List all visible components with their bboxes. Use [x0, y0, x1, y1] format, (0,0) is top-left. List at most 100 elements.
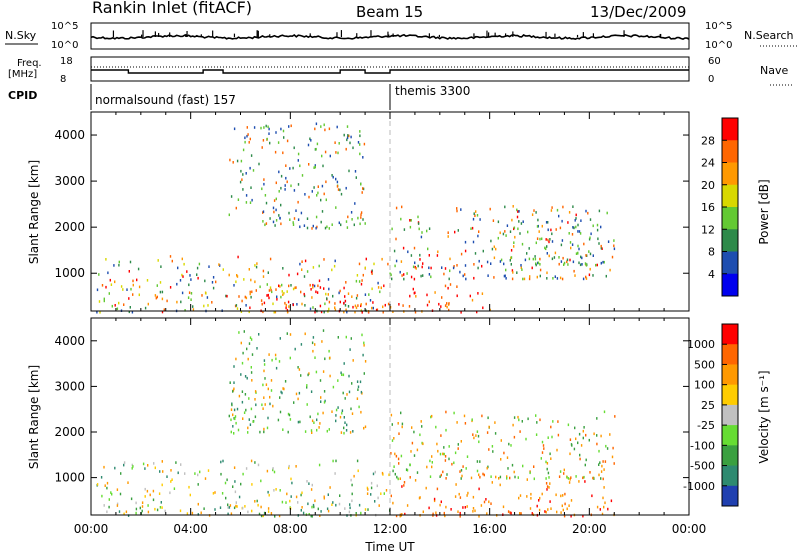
scatter-cell: [349, 141, 351, 145]
y-tick-label: 3000: [54, 379, 85, 393]
scatter-cell: [306, 384, 308, 387]
scatter-cell: [587, 211, 589, 215]
scatter-cell: [285, 303, 287, 307]
scatter-cell: [230, 512, 233, 515]
scatter-cell: [268, 493, 270, 497]
scatter-cell: [268, 289, 271, 292]
scatter-cell: [410, 254, 413, 257]
scatter-cell: [351, 382, 353, 385]
scatter-cell: [570, 514, 572, 518]
scatter-cell: [323, 401, 326, 404]
scatter-cell: [567, 221, 569, 224]
scatter-cell: [454, 451, 457, 455]
scatter-cell: [479, 460, 481, 463]
scatter-cell: [513, 470, 515, 474]
scatter-cell: [188, 291, 191, 294]
scatter-cell: [561, 219, 563, 223]
scatter-cell: [362, 187, 365, 191]
scatter-cell: [393, 465, 395, 468]
scatter-cell: [343, 286, 345, 290]
nsky-label: N.Sky: [5, 29, 37, 42]
scatter-cell: [428, 273, 431, 276]
scatter-cell: [363, 344, 365, 347]
scatter-cell: [154, 466, 156, 470]
scatter-cell: [316, 142, 319, 146]
scatter-cell: [531, 213, 534, 216]
scatter-cell: [519, 494, 522, 497]
scatter-cell: [410, 450, 412, 453]
scatter-cell: [324, 357, 326, 361]
colorbar-tick-label: 500: [694, 358, 715, 371]
scatter-cell: [99, 311, 101, 314]
scatter-cell: [149, 493, 151, 497]
scatter-cell: [161, 460, 163, 463]
scatter-cell: [478, 515, 480, 518]
scatter-cell: [197, 513, 199, 516]
scatter-cell: [254, 500, 256, 503]
scatter-cell: [539, 237, 541, 241]
scatter-cell: [334, 302, 336, 305]
scatter-cell: [448, 302, 450, 305]
scatter-cell: [546, 271, 548, 275]
scatter-cell: [491, 247, 494, 251]
scatter-cell: [577, 251, 579, 255]
scatter-cell: [258, 162, 260, 166]
scatter-cell: [583, 475, 585, 479]
scatter-cell: [445, 428, 447, 432]
scatter-cell: [551, 232, 553, 236]
scatter-cell: [311, 515, 313, 518]
colorbar-tick-label: 4: [708, 268, 715, 281]
scatter-cell: [556, 510, 558, 514]
scatter-cell: [533, 477, 535, 481]
scatter-cell: [464, 249, 467, 253]
scatter-cell: [456, 207, 458, 210]
scatter-cell: [122, 288, 124, 291]
scatter-cell: [569, 241, 572, 244]
scatter-cell: [582, 436, 584, 440]
scatter-cell: [341, 409, 344, 412]
scatter-cell: [371, 272, 373, 275]
scatter-cell: [376, 484, 378, 488]
scatter-cell: [320, 396, 322, 399]
scatter-cell: [471, 418, 473, 421]
scatter-cell: [107, 271, 109, 275]
scatter-cell: [261, 302, 263, 306]
scatter-cell: [240, 341, 242, 345]
scatter-cell: [504, 205, 506, 209]
scatter-cell: [240, 310, 243, 313]
scatter-cell: [301, 260, 303, 263]
scatter-cell: [389, 306, 392, 309]
scatter-cell: [575, 217, 577, 220]
scatter-cell: [486, 260, 489, 264]
scatter-cell: [556, 277, 559, 280]
scatter-cell: [317, 185, 319, 188]
scatter-cell: [301, 268, 303, 271]
scatter-cell: [184, 309, 186, 312]
scatter-cell: [297, 152, 300, 156]
scatter-cell: [409, 476, 411, 479]
scatter-cell: [509, 511, 511, 514]
scatter-cell: [118, 260, 120, 264]
scatter-cell: [544, 246, 546, 250]
scatter-cell: [548, 486, 550, 489]
scatter-cell: [522, 464, 524, 468]
scatter-cell: [348, 169, 350, 173]
scatter-cell: [355, 296, 358, 300]
scatter-cell: [275, 219, 278, 222]
scatter-cell: [509, 230, 512, 233]
scatter-cell: [583, 426, 585, 429]
scatter-cell: [566, 258, 569, 262]
scatter-cell: [324, 226, 327, 230]
scatter-cell: [343, 431, 345, 435]
scatter-cell: [551, 257, 554, 261]
scatter-cell: [312, 224, 314, 228]
scatter-cell: [478, 440, 480, 444]
scatter-cell: [516, 215, 519, 219]
scatter-cell: [290, 477, 292, 481]
scatter-cell: [242, 351, 244, 355]
scatter-cell: [176, 300, 178, 304]
scatter-cell: [600, 244, 602, 248]
scatter-cell: [280, 295, 282, 299]
colorbar-segment: [722, 229, 738, 252]
scatter-cell: [391, 423, 393, 426]
